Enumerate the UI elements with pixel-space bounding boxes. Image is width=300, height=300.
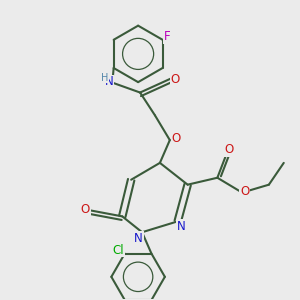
- Text: O: O: [172, 132, 181, 145]
- Text: Cl: Cl: [112, 244, 124, 256]
- Text: N: N: [105, 75, 114, 88]
- Text: O: O: [170, 73, 180, 86]
- Text: O: O: [81, 203, 90, 216]
- Text: O: O: [224, 143, 233, 156]
- Text: N: N: [177, 220, 186, 233]
- Text: O: O: [240, 184, 249, 198]
- Text: F: F: [164, 30, 170, 43]
- Text: N: N: [134, 232, 143, 245]
- Text: H: H: [101, 73, 109, 83]
